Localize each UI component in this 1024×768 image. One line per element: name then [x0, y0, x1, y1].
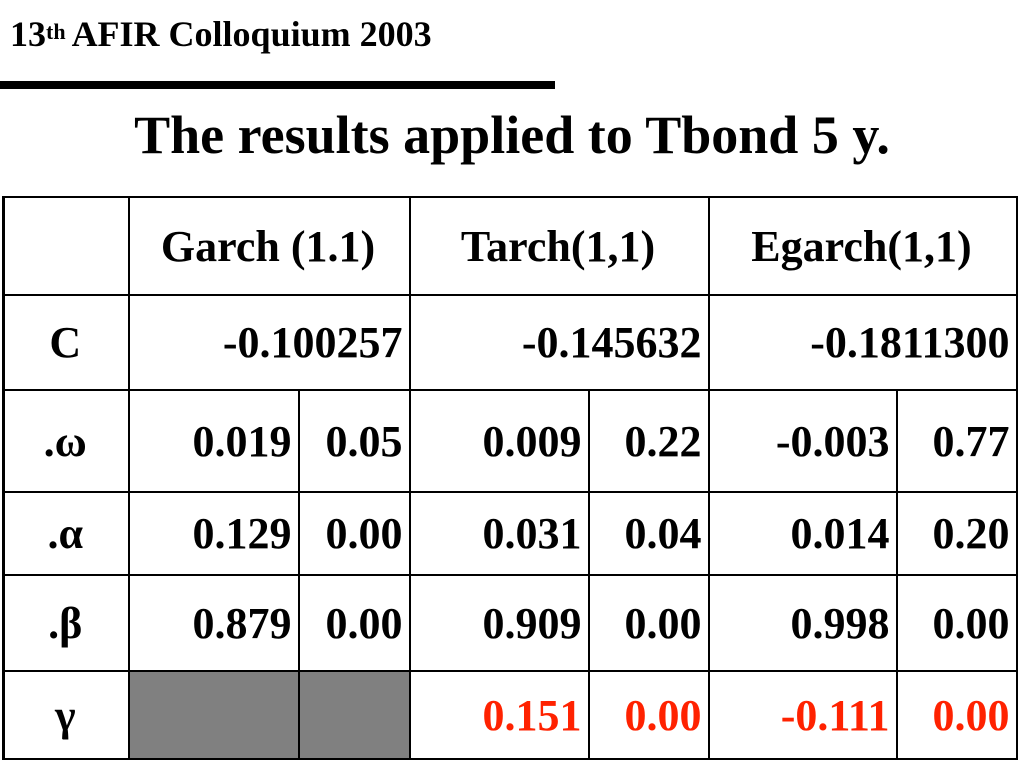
alpha-garch-coef: 0.129: [127, 491, 300, 576]
beta-egarch-pvalue: 0.00: [895, 574, 1018, 672]
gamma-garch-coef-empty: [127, 670, 300, 760]
colloquium-header: 13th AFIR Colloquium 2003: [10, 12, 432, 56]
alpha-tarch-pvalue: 0.04: [587, 491, 710, 576]
row-label-gamma: γ: [2, 670, 130, 760]
omega-egarch-pvalue: 0.77: [895, 389, 1018, 493]
table-row-beta: .β 0.879 0.00 0.909 0.00 0.998 0.00: [2, 574, 1018, 672]
row-label-beta: .β: [2, 574, 130, 672]
beta-garch-coef: 0.879: [127, 574, 300, 672]
header-garch: Garch (1.1): [127, 196, 411, 296]
header-text: AFIR Colloquium 2003: [71, 14, 432, 54]
gamma-egarch-coef: -0.111: [707, 670, 898, 760]
corner-cell: [2, 196, 130, 296]
table-row-omega: .ω 0.019 0.05 0.009 0.22 -0.003 0.77: [2, 389, 1018, 493]
results-table: Garch (1.1) Tarch(1,1) Egarch(1,1) C -0.…: [2, 196, 1018, 760]
alpha-garch-pvalue: 0.00: [297, 491, 411, 576]
omega-egarch-coef: -0.003: [707, 389, 898, 493]
omega-garch-coef: 0.019: [127, 389, 300, 493]
slide-title: The results applied to Tbond 5 y.: [134, 105, 890, 165]
header-superscript: th: [46, 19, 66, 44]
alpha-tarch-coef: 0.031: [408, 491, 590, 576]
table-row-c: C -0.100257 -0.145632 -0.1811300: [2, 294, 1018, 391]
table-row-alpha: .α 0.129 0.00 0.031 0.04 0.014 0.20: [2, 491, 1018, 576]
row-label-alpha: .α: [2, 491, 130, 576]
table-row-gamma: γ 0.151 0.00 -0.111 0.00: [2, 670, 1018, 760]
table-header-row: Garch (1.1) Tarch(1,1) Egarch(1,1): [2, 196, 1018, 296]
row-label-c: C: [2, 294, 130, 391]
header-tarch: Tarch(1,1): [408, 196, 710, 296]
header-divider: [0, 81, 555, 89]
alpha-egarch-coef: 0.014: [707, 491, 898, 576]
beta-egarch-coef: 0.998: [707, 574, 898, 672]
header-egarch: Egarch(1,1): [707, 196, 1018, 296]
c-egarch-value: -0.1811300: [707, 294, 1018, 391]
beta-garch-pvalue: 0.00: [297, 574, 411, 672]
omega-tarch-pvalue: 0.22: [587, 389, 710, 493]
beta-tarch-coef: 0.909: [408, 574, 590, 672]
row-label-omega: .ω: [2, 389, 130, 493]
gamma-tarch-pvalue: 0.00: [587, 670, 710, 760]
gamma-egarch-pvalue: 0.00: [895, 670, 1018, 760]
omega-garch-pvalue: 0.05: [297, 389, 411, 493]
gamma-garch-pvalue-empty: [297, 670, 411, 760]
gamma-tarch-coef: 0.151: [408, 670, 590, 760]
alpha-egarch-pvalue: 0.20: [895, 491, 1018, 576]
c-tarch-value: -0.145632: [408, 294, 710, 391]
beta-tarch-pvalue: 0.00: [587, 574, 710, 672]
c-garch-value: -0.100257: [127, 294, 411, 391]
omega-tarch-coef: 0.009: [408, 389, 590, 493]
header-number: 13: [10, 14, 46, 54]
